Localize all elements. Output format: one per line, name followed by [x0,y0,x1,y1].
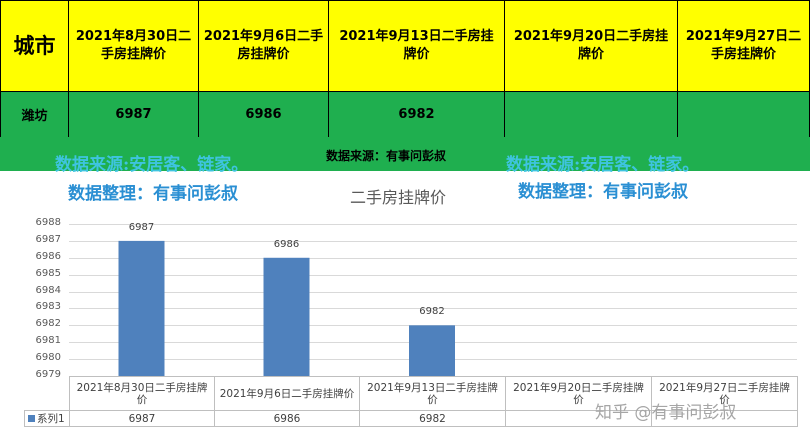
category-label: 2021年9月13日二手房挂牌价 [359,376,506,411]
date-header-5: 2021年9月27日二手房挂牌价 [677,0,810,92]
y-tick-label: 6988 [35,217,61,228]
data-table-value: 6987 [69,410,215,427]
gridlines [69,224,797,360]
organizer-watermark-right: 数据整理：有事问彭叔 [518,182,688,202]
y-tick-label: 6987 [35,233,61,245]
city-header: 城市 [0,0,69,92]
y-tick-label: 6985 [35,267,61,279]
legend-swatch [28,415,35,422]
bars [118,240,455,376]
data-table-value: 6986 [214,410,360,427]
y-tick-label: 6980 [35,352,61,364]
y-tick-label: 6984 [35,284,61,296]
source-band [0,137,810,171]
y-tick-label: 6981 [35,335,61,347]
price-cell-3: 6982 [328,91,505,138]
date-header-1: 2021年8月30日二手房挂牌价 [68,0,199,92]
source-watermark-left: 数据来源:安居客、链家。 [55,155,249,175]
zhihu-watermark: 知乎 @有事问彭叔 [595,403,737,423]
price-cell-5 [677,91,810,138]
chart-title: 二手房挂牌价 [350,188,447,207]
category-label: 2021年8月30日二手房挂牌价 [69,376,215,411]
y-tick-label: 6979 [35,369,61,380]
bar [409,325,455,376]
source-watermark-right: 数据来源:安居客、链家。 [506,155,700,175]
bar-data-label: 6986 [273,238,300,250]
organizer-watermark-left: 数据整理：有事问彭叔 [68,184,238,204]
data-table-value [651,410,798,427]
date-header-3: 2021年9月13日二手房挂牌价 [328,0,505,92]
price-cell-1: 6987 [68,91,199,138]
bar [263,257,310,376]
bar [118,240,165,376]
date-header-4: 2021年9月20日二手房挂牌价 [504,0,678,92]
bar-data-label: 6987 [128,221,155,233]
legend-label: 系列1 [37,412,65,425]
data-table-value: 6982 [359,410,506,427]
y-tick-label: 6982 [35,318,61,330]
legend-cell: 系列1 [24,410,70,427]
city-name-cell: 潍坊 [0,91,69,138]
source-note: 数据来源：有事问彭叔 [326,149,447,163]
bar-data-label: 6982 [419,306,445,318]
category-label: 2021年9月6日二手房挂牌价 [214,376,360,411]
y-tick-label: 6986 [35,250,61,262]
y-tick-label: 6983 [35,301,61,313]
